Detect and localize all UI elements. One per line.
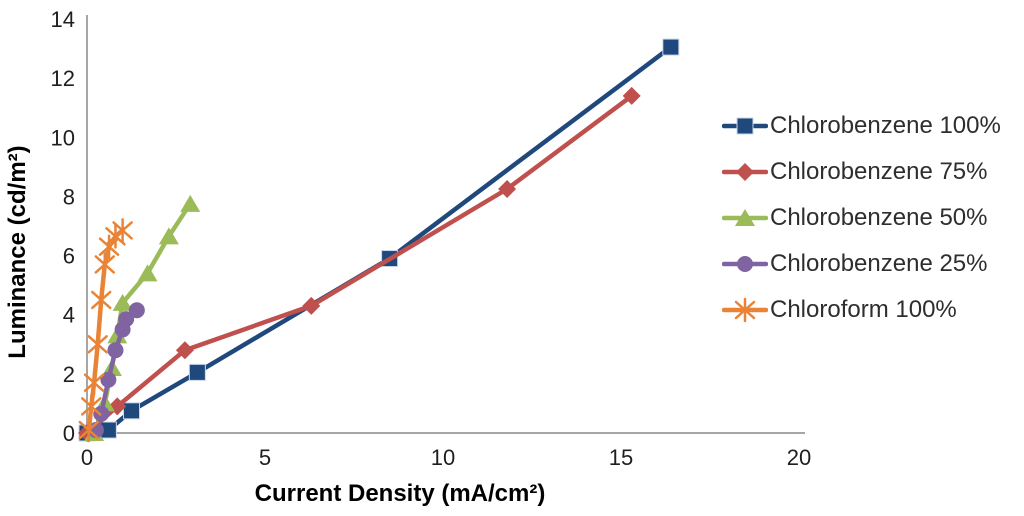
legend-item: Chlorobenzene 75%: [722, 149, 1001, 195]
x-tick-label: 15: [609, 445, 633, 470]
legend-item-label: Chlorobenzene 25%: [770, 250, 988, 277]
diamond-marker: [302, 296, 321, 315]
series-asterisk: [78, 218, 133, 443]
diamond-marker: [175, 341, 194, 360]
legend-marker-triangle: [722, 209, 768, 226]
x-tick-label: 10: [431, 445, 455, 470]
asterisk-marker: [87, 332, 108, 357]
y-tick-label: 4: [63, 303, 75, 328]
circle-marker: [107, 342, 124, 359]
series-line: [84, 93, 634, 436]
legend-marker-square: [722, 117, 768, 135]
circle-marker: [118, 311, 135, 328]
diamond-marker: [736, 163, 754, 181]
legend-item-label: Chlorobenzene 50%: [770, 204, 988, 231]
asterisk-marker: [78, 417, 100, 443]
triangle-marker: [137, 264, 158, 282]
y-tick-label: 12: [51, 66, 75, 91]
circle-marker: [737, 256, 753, 272]
asterisk-marker: [90, 287, 112, 313]
y-tick-label: 2: [63, 362, 75, 387]
y-tick-label: 0: [63, 421, 75, 446]
triangle-marker: [158, 227, 179, 245]
legend-marker-diamond: [722, 163, 768, 181]
x-tick-label: 20: [787, 445, 811, 470]
square-marker: [123, 402, 140, 420]
legend-marker-circle: [722, 256, 768, 272]
y-tick-label: 14: [51, 7, 75, 32]
series-diamond: [78, 86, 641, 442]
asterisk-marker: [94, 252, 116, 277]
asterisk-marker: [112, 218, 133, 243]
legend-item-label: Chlorobenzene 100%: [770, 112, 1001, 139]
legend-item-label: Chlorobenzene 75%: [770, 158, 988, 185]
triangle-marker: [180, 194, 201, 212]
legend-item-label: Chloroform 100%: [770, 296, 957, 323]
square-marker: [188, 363, 206, 381]
legend-item: Chlorobenzene 25%: [722, 241, 1001, 287]
legend-marker-asterisk: [722, 297, 768, 323]
circle-marker: [128, 302, 145, 319]
y-tick-label: 8: [63, 184, 75, 209]
square-marker: [662, 38, 680, 56]
diamond-marker: [498, 180, 517, 199]
triangle-marker: [735, 209, 755, 226]
legend-item: Chlorobenzene 50%: [722, 195, 1001, 241]
diamond-marker: [622, 86, 641, 105]
legend-item: Chlorobenzene 100%: [722, 103, 1001, 149]
legend: Chlorobenzene 100% Chlorobenzene 75% Chlor…: [722, 103, 1001, 333]
x-tick-label: 5: [259, 445, 271, 470]
triangle-marker: [112, 293, 133, 311]
asterisk-marker: [734, 297, 756, 323]
legend-item: Chloroform 100%: [722, 287, 1001, 333]
y-tick-label: 10: [51, 125, 75, 150]
y-tick-label: 6: [63, 244, 75, 269]
circle-marker: [100, 371, 117, 388]
square-marker: [736, 117, 754, 135]
asterisk-marker: [81, 394, 102, 419]
y-axis-title: Luminance (cd/m²): [4, 145, 31, 359]
x-axis-title: Current Density (mA/cm²): [254, 480, 546, 507]
asterisk-marker: [83, 370, 105, 395]
x-tick-label: 0: [81, 445, 93, 470]
